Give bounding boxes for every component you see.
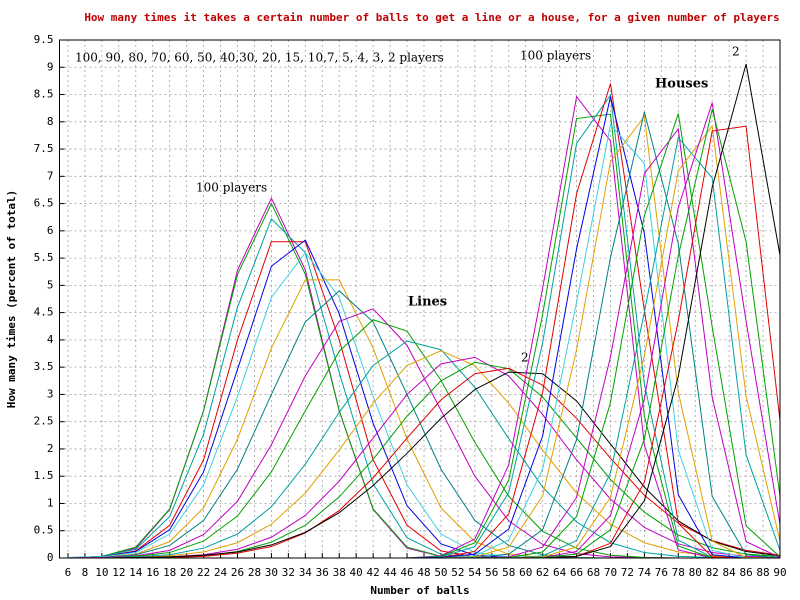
x-tick-label: 42 bbox=[367, 566, 380, 579]
x-tick-label: 32 bbox=[282, 566, 295, 579]
annotation: 2 bbox=[732, 45, 740, 59]
y-tick-label: 5.5 bbox=[34, 251, 54, 264]
y-tick-label: 4.5 bbox=[34, 306, 54, 319]
data-line bbox=[67, 340, 780, 559]
x-tick-label: 84 bbox=[723, 566, 737, 579]
x-tick-label: 86 bbox=[739, 566, 752, 579]
annotation: Lines bbox=[408, 295, 447, 310]
x-tick-label: 76 bbox=[655, 566, 668, 579]
y-tick-label: 8.5 bbox=[34, 88, 54, 101]
x-tick-label: 80 bbox=[689, 566, 702, 579]
x-tick-label: 54 bbox=[468, 566, 482, 579]
x-tick-label: 28 bbox=[248, 566, 261, 579]
x-tick-label: 38 bbox=[333, 566, 346, 579]
x-tick-label: 8 bbox=[82, 566, 89, 579]
x-tick-label: 60 bbox=[519, 566, 532, 579]
y-tick-label: 3.5 bbox=[34, 360, 54, 373]
y-tick-label: 9 bbox=[47, 60, 54, 73]
x-tick-label: 64 bbox=[553, 566, 567, 579]
y-tick-label: 7.5 bbox=[34, 142, 54, 155]
annotation: 100 players bbox=[196, 181, 267, 195]
y-tick-label: 4 bbox=[47, 333, 54, 346]
plot-frame bbox=[59, 39, 781, 559]
data-line bbox=[67, 350, 781, 559]
y-axis-title: How many times (percent of total) bbox=[5, 190, 18, 409]
x-tick-label: 20 bbox=[180, 566, 193, 579]
x-tick-label: 74 bbox=[638, 566, 652, 579]
x-tick-label: 34 bbox=[299, 566, 313, 579]
data-line bbox=[67, 319, 780, 559]
x-tick-label: 78 bbox=[672, 566, 685, 579]
y-tick-label: 3 bbox=[47, 387, 54, 400]
x-tick-label: 30 bbox=[265, 566, 278, 579]
x-tick-label: 52 bbox=[451, 566, 464, 579]
legend-note: 100, 90, 80, 70, 60, 50, 40,30, 20, 15, … bbox=[75, 51, 444, 65]
annotation: 2 bbox=[521, 351, 529, 365]
y-tick-label: 1.5 bbox=[34, 469, 54, 482]
x-tick-label: 10 bbox=[95, 566, 108, 579]
y-tick-label: 6.5 bbox=[34, 197, 54, 210]
x-tick-label: 12 bbox=[112, 566, 125, 579]
y-tick-label: 0 bbox=[47, 551, 54, 564]
data-line bbox=[67, 217, 780, 559]
data-line bbox=[67, 367, 781, 559]
y-tick-label: 7 bbox=[47, 169, 54, 182]
y-tick-label: 0.5 bbox=[34, 524, 54, 537]
x-tick-label: 66 bbox=[570, 566, 583, 579]
x-tick-label: 58 bbox=[502, 566, 515, 579]
x-tick-label: 50 bbox=[434, 566, 447, 579]
x-axis-title: Number of balls bbox=[370, 584, 469, 597]
y-tick-label: 1 bbox=[47, 496, 54, 509]
x-tick-label: 40 bbox=[350, 566, 363, 579]
y-tick-label: 5 bbox=[47, 278, 54, 291]
x-tick-label: 44 bbox=[383, 566, 397, 579]
x-tick-label: 62 bbox=[536, 566, 549, 579]
x-tick-label: 70 bbox=[604, 566, 617, 579]
x-tick-label: 16 bbox=[146, 566, 159, 579]
annotation: Houses bbox=[655, 77, 708, 92]
x-tick-label: 22 bbox=[197, 566, 210, 579]
y-tick-label: 9.5 bbox=[34, 33, 54, 46]
x-tick-label: 14 bbox=[129, 566, 143, 579]
x-tick-label: 90 bbox=[773, 566, 786, 579]
y-tick-label: 2 bbox=[47, 442, 54, 455]
annotation: 100 players bbox=[520, 49, 591, 63]
chart-title: How many times it takes a certain number… bbox=[84, 11, 779, 24]
y-tick-label: 6 bbox=[47, 224, 54, 237]
y-tick-label: 8 bbox=[47, 115, 54, 128]
x-tick-label: 26 bbox=[231, 566, 244, 579]
x-tick-label: 88 bbox=[756, 566, 769, 579]
x-tick-label: 48 bbox=[417, 566, 430, 579]
x-tick-label: 18 bbox=[163, 566, 176, 579]
x-tick-label: 56 bbox=[485, 566, 498, 579]
data-line bbox=[67, 371, 781, 559]
x-tick-label: 46 bbox=[400, 566, 413, 579]
x-tick-label: 6 bbox=[65, 566, 72, 579]
x-tick-label: 24 bbox=[214, 566, 228, 579]
x-tick-label: 68 bbox=[587, 566, 600, 579]
x-tick-label: 82 bbox=[706, 566, 719, 579]
y-tick-label: 2.5 bbox=[34, 415, 54, 428]
x-tick-label: 36 bbox=[316, 566, 329, 579]
x-tick-label: 72 bbox=[621, 566, 634, 579]
